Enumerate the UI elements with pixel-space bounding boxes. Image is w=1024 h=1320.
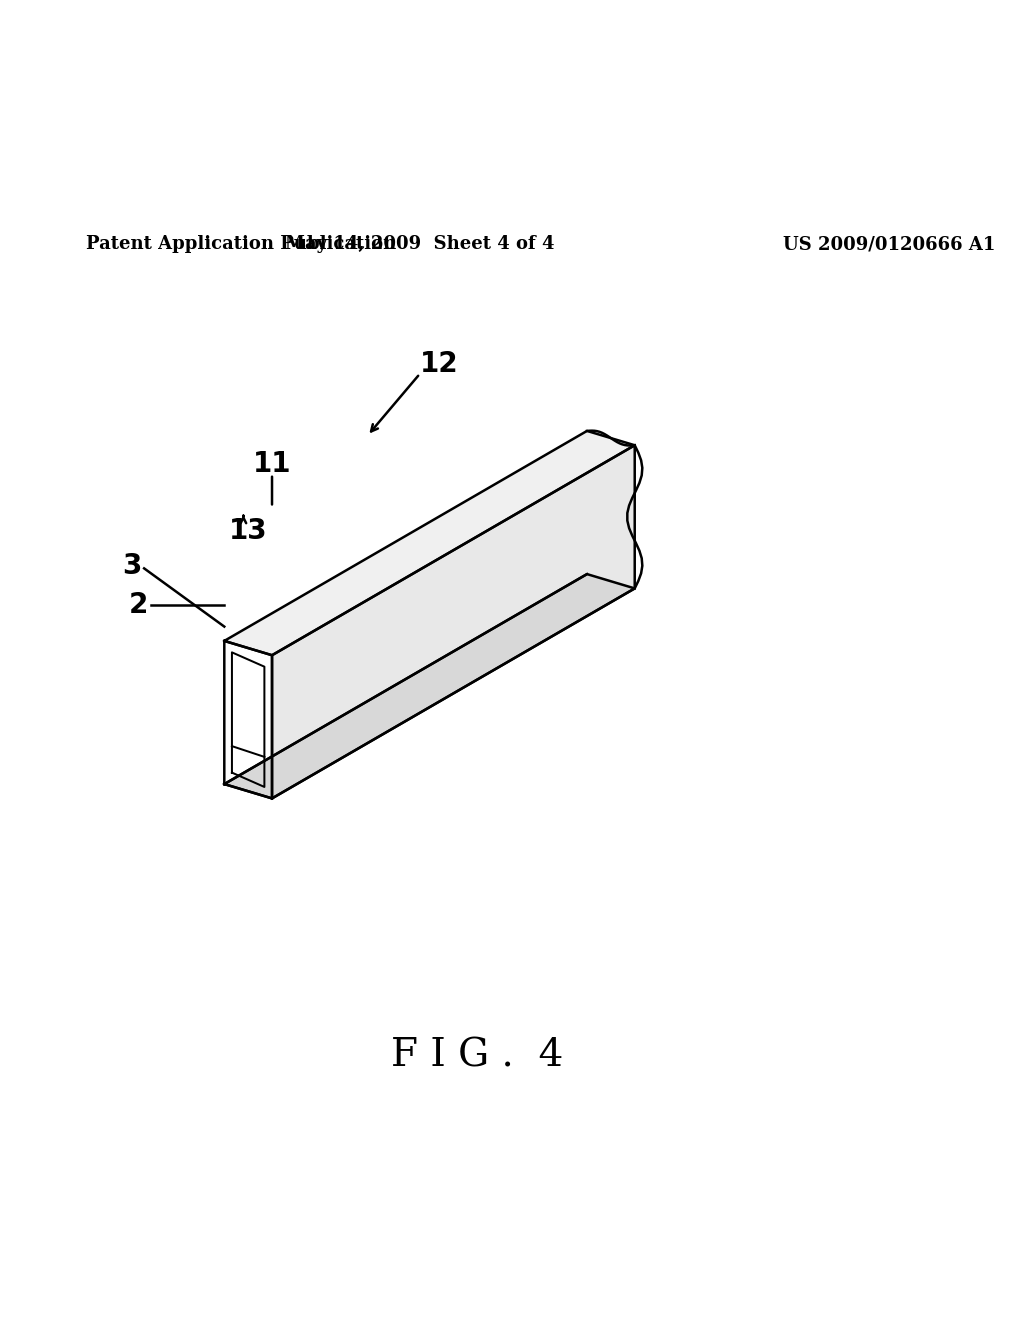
Polygon shape [224,430,635,655]
Text: Patent Application Publication: Patent Application Publication [86,235,396,253]
Polygon shape [224,574,635,799]
Text: US 2009/0120666 A1: US 2009/0120666 A1 [782,235,995,253]
Text: 13: 13 [228,517,267,545]
Text: 12: 12 [420,350,459,378]
Text: F I G .  4: F I G . 4 [391,1038,563,1074]
Polygon shape [224,642,272,799]
Text: 2: 2 [129,590,147,619]
Text: 11: 11 [253,450,291,478]
Text: May 14, 2009  Sheet 4 of 4: May 14, 2009 Sheet 4 of 4 [286,235,555,253]
Polygon shape [272,445,635,799]
Text: 3: 3 [122,553,141,581]
